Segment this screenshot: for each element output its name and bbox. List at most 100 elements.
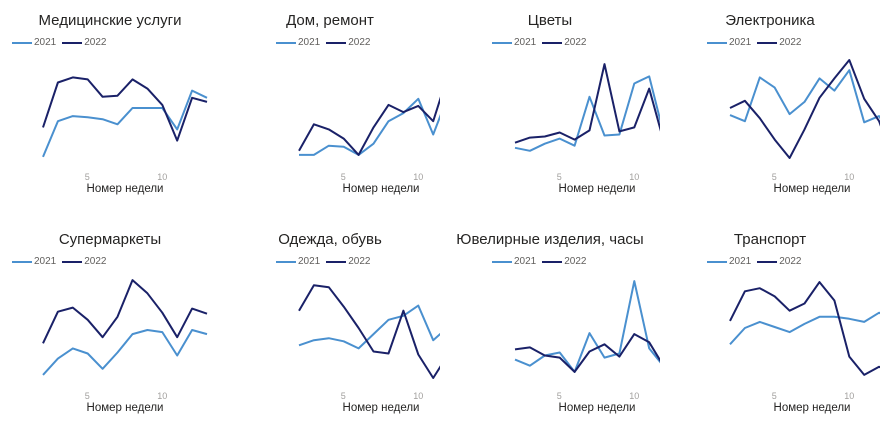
legend-item-2021[interactable]: 2021 bbox=[12, 256, 56, 267]
chart-title: Медицинские услуги bbox=[38, 12, 182, 29]
x-axis-label: Номер недели bbox=[342, 183, 420, 195]
x-tick: 10 bbox=[157, 391, 168, 401]
chart-panel: Электроника 2021 2022 5 10 Номер недели bbox=[660, 0, 880, 216]
line-plot bbox=[42, 279, 208, 376]
chart-title: Транспорт bbox=[733, 231, 807, 248]
legend-swatch-icon bbox=[276, 260, 296, 263]
legend-swatch-icon bbox=[757, 260, 778, 263]
legend-swatch-icon bbox=[707, 41, 727, 44]
legend-swatch-icon bbox=[12, 260, 32, 263]
x-tick: 5 bbox=[84, 172, 90, 182]
x-tick: 10 bbox=[629, 391, 640, 401]
legend-swatch-icon bbox=[62, 260, 83, 263]
legend-swatch-icon bbox=[326, 260, 347, 263]
x-axis-label: Номер недели bbox=[558, 183, 636, 195]
line-plot bbox=[298, 284, 440, 379]
legend-label: 2022 bbox=[779, 37, 802, 48]
line-plot bbox=[298, 74, 440, 156]
x-tick: 5 bbox=[556, 172, 562, 182]
legend-item-2021[interactable]: 2021 bbox=[492, 256, 536, 267]
legend-label: 2022 bbox=[564, 256, 587, 267]
x-tick: 5 bbox=[556, 391, 562, 401]
series-line-2021[interactable] bbox=[514, 280, 660, 374]
legend-item-2021[interactable]: 2021 bbox=[12, 37, 56, 48]
series-line-2021[interactable] bbox=[299, 96, 440, 156]
x-tick: 5 bbox=[84, 391, 90, 401]
legend-swatch-icon bbox=[542, 260, 563, 263]
legend-label: 2022 bbox=[779, 256, 802, 267]
series-line-2022[interactable] bbox=[42, 279, 208, 344]
legend-item-2022[interactable]: 2022 bbox=[542, 37, 587, 48]
chart-title: Одежда, обувь bbox=[278, 231, 382, 248]
series-line-2022[interactable] bbox=[298, 284, 440, 379]
legend-item-2021[interactable]: 2021 bbox=[276, 256, 320, 267]
legend-label: 2022 bbox=[84, 256, 107, 267]
legend-swatch-icon bbox=[12, 41, 32, 44]
chart-panel: Одежда, обувь 2021 2022 5 10 Номер недели bbox=[220, 219, 440, 435]
legend-item-2021[interactable]: 2021 bbox=[492, 37, 536, 48]
legend-label: 2021 bbox=[34, 37, 57, 48]
x-tick: 10 bbox=[844, 391, 855, 401]
x-tick: 5 bbox=[771, 391, 777, 401]
series-line-2022[interactable] bbox=[298, 74, 440, 156]
legend-label: 2021 bbox=[298, 256, 321, 267]
legend-item-2021[interactable]: 2021 bbox=[276, 37, 320, 48]
chart-legend: 2021 2022 bbox=[276, 37, 377, 48]
legend-item-2021[interactable]: 2021 bbox=[707, 256, 751, 267]
legend-swatch-icon bbox=[62, 41, 83, 44]
legend-swatch-icon bbox=[276, 41, 296, 44]
chart-title: Электроника bbox=[725, 12, 815, 29]
x-axis-label: Номер недели bbox=[773, 183, 851, 195]
series-line-2021[interactable] bbox=[729, 69, 880, 139]
legend-label: 2021 bbox=[298, 37, 321, 48]
legend-item-2022[interactable]: 2022 bbox=[326, 256, 371, 267]
legend-item-2022[interactable]: 2022 bbox=[757, 37, 802, 48]
legend-item-2022[interactable]: 2022 bbox=[542, 256, 587, 267]
legend-swatch-icon bbox=[492, 41, 512, 44]
x-tick: 5 bbox=[771, 172, 777, 182]
legend-swatch-icon bbox=[492, 260, 512, 263]
chart-panel: Дом, ремонт 2021 2022 5 10 Номер недели bbox=[220, 0, 440, 216]
x-tick: 10 bbox=[413, 172, 424, 182]
legend-item-2021[interactable]: 2021 bbox=[707, 37, 751, 48]
series-line-2022[interactable] bbox=[514, 63, 660, 144]
legend-label: 2022 bbox=[348, 256, 371, 267]
chart-panel: Цветы 2021 2022 5 10 Номер недели bbox=[440, 0, 660, 216]
line-plot bbox=[514, 280, 660, 378]
series-line-2022[interactable] bbox=[729, 59, 880, 162]
legend-item-2022[interactable]: 2022 bbox=[326, 37, 371, 48]
chart-legend: 2021 2022 bbox=[12, 37, 113, 48]
chart-legend: 2021 2022 bbox=[707, 37, 808, 48]
series-line-2022[interactable] bbox=[729, 281, 880, 376]
chart-legend: 2021 2022 bbox=[276, 256, 377, 267]
legend-label: 2021 bbox=[34, 256, 57, 267]
legend-swatch-icon bbox=[326, 41, 347, 44]
chart-title: Ювелирные изделия, часы bbox=[456, 231, 644, 248]
line-plot bbox=[729, 281, 880, 376]
series-line-2021[interactable] bbox=[729, 311, 880, 345]
chart-legend: 2021 2022 bbox=[12, 256, 113, 267]
line-plot bbox=[514, 63, 660, 152]
chart-panel: Ювелирные изделия, часы 2021 2022 5 10 Ном… bbox=[440, 219, 660, 435]
x-axis-label: Номер недели bbox=[558, 402, 636, 414]
chart-panel: Транспорт 2021 2022 5 10 Номер недели bbox=[660, 219, 880, 435]
legend-item-2022[interactable]: 2022 bbox=[62, 37, 107, 48]
chart-panel: Медицинские услуги 2021 2022 5 10 Номер не… bbox=[0, 0, 220, 216]
series-line-2022[interactable] bbox=[514, 333, 660, 378]
legend-item-2022[interactable]: 2022 bbox=[757, 256, 802, 267]
chart-title: Супермаркеты bbox=[58, 231, 162, 248]
series-line-2021[interactable] bbox=[42, 329, 208, 376]
series-line-2021[interactable] bbox=[42, 89, 208, 158]
chart-panel: Супермаркеты 2021 2022 5 10 Номер недели bbox=[0, 219, 220, 435]
chart-legend: 2021 2022 bbox=[707, 256, 808, 267]
series-line-2021[interactable] bbox=[298, 304, 440, 350]
legend-label: 2022 bbox=[84, 37, 107, 48]
series-line-2022[interactable] bbox=[42, 76, 208, 142]
chart-title: Дом, ремонт bbox=[286, 12, 374, 29]
legend-item-2022[interactable]: 2022 bbox=[62, 256, 107, 267]
x-tick: 10 bbox=[629, 172, 640, 182]
x-axis-label: Номер недели bbox=[86, 402, 164, 414]
legend-label: 2021 bbox=[729, 256, 752, 267]
x-tick: 5 bbox=[340, 172, 346, 182]
series-line-2021[interactable] bbox=[514, 75, 660, 152]
